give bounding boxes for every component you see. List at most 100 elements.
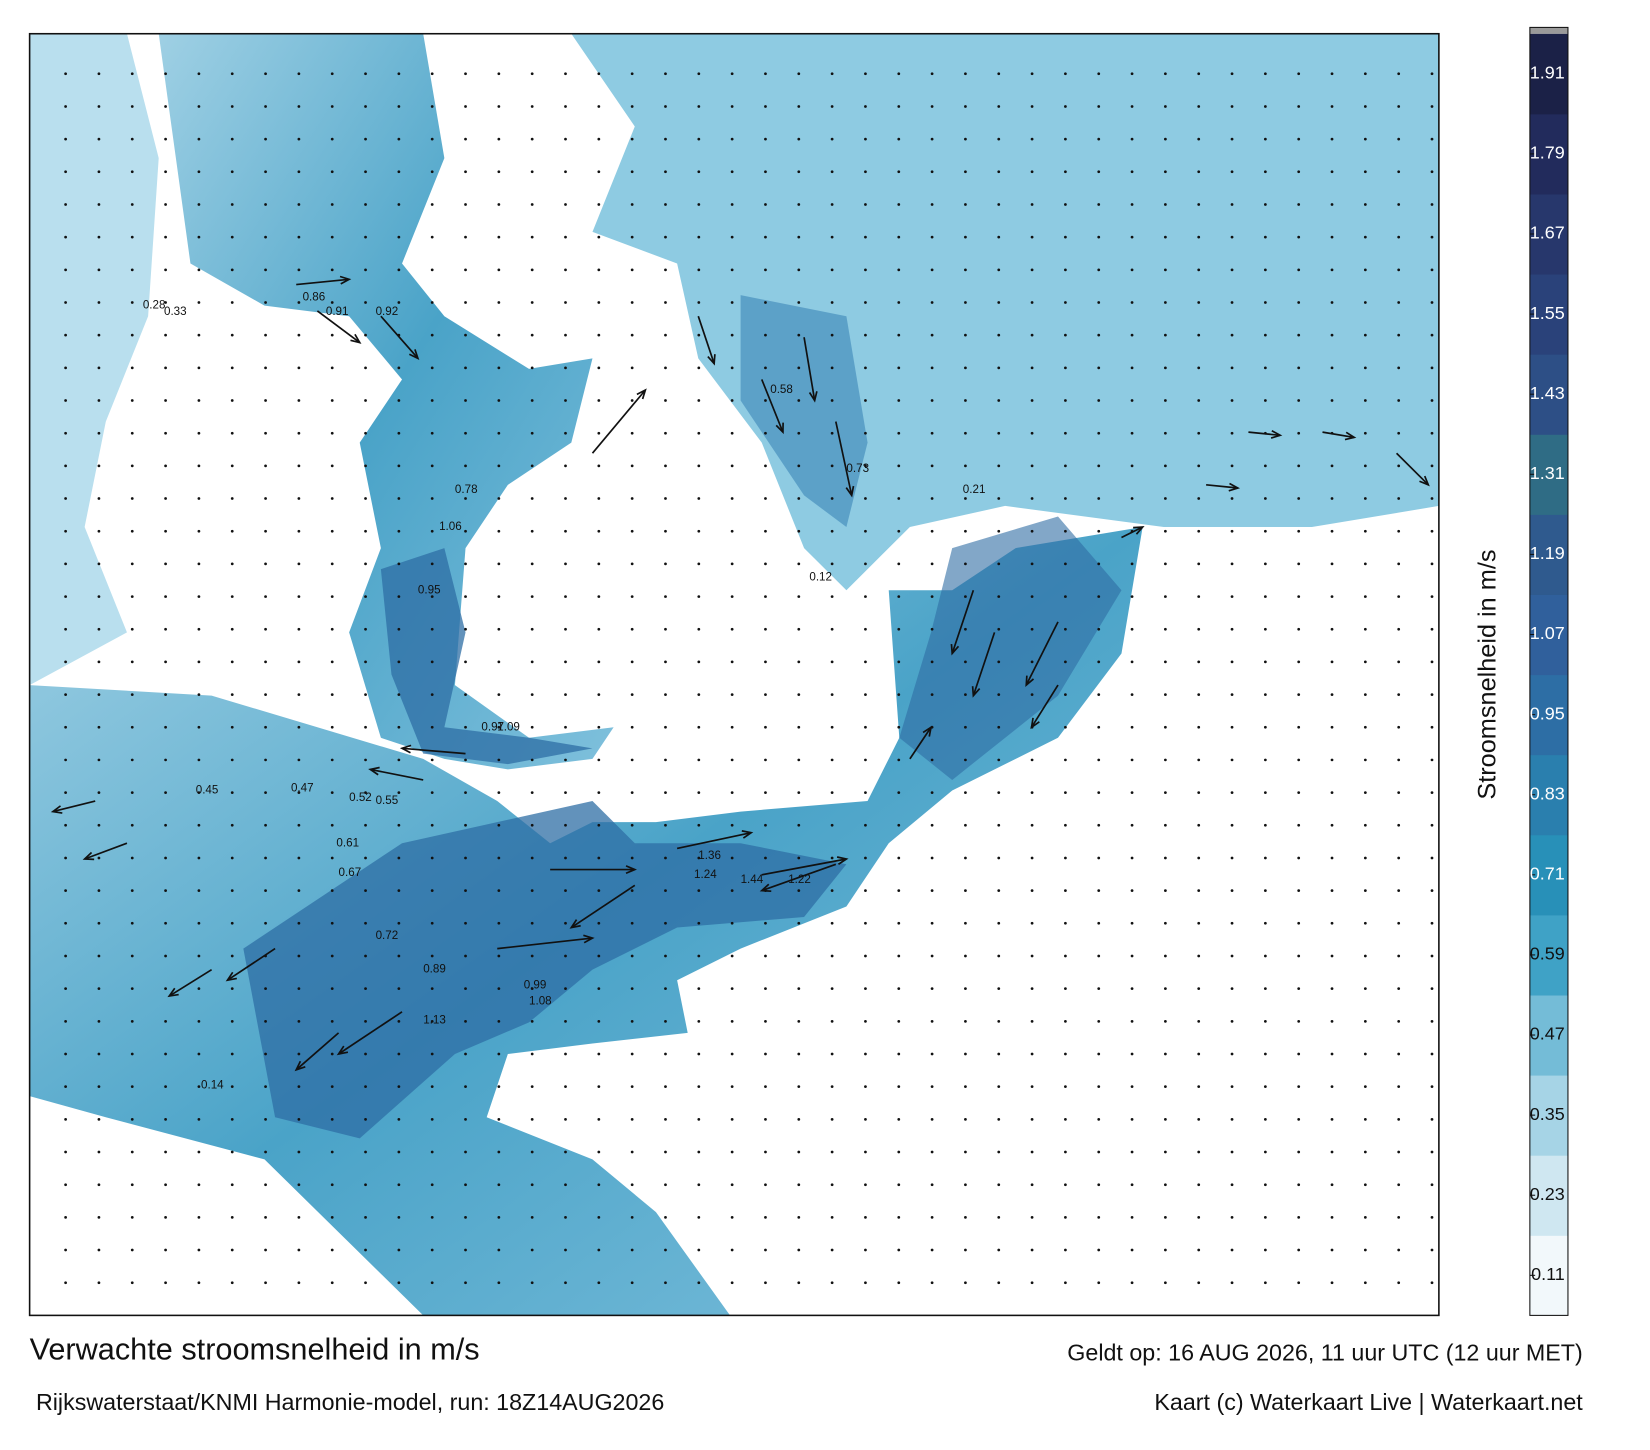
- grid-dot: [464, 758, 467, 762]
- colorbar-segment: [1529, 914, 1568, 996]
- grid-dot: [530, 235, 534, 239]
- grid-dot: [97, 627, 101, 631]
- grid-dot: [964, 235, 967, 239]
- grid-dot: [1230, 987, 1234, 991]
- grid-dot: [964, 987, 967, 991]
- grid-dot: [530, 1183, 534, 1187]
- grid-dot: [730, 660, 734, 664]
- grid-dot: [897, 431, 901, 435]
- grid-dot: [730, 366, 734, 370]
- grid-dot: [1130, 889, 1134, 893]
- grid-dot: [1297, 366, 1301, 370]
- grid-dot: [1097, 366, 1101, 370]
- grid-dot: [930, 954, 934, 958]
- grid-dot: [564, 856, 567, 860]
- grid-dot: [1097, 660, 1101, 664]
- grid-dot: [764, 1281, 767, 1285]
- grid-dot: [1164, 725, 1167, 729]
- grid-dot: [264, 660, 267, 664]
- grid-dot: [864, 431, 867, 435]
- grid-dot: [1297, 562, 1301, 566]
- grid-dot: [64, 301, 67, 304]
- grid-dot: [364, 366, 367, 370]
- grid-dot: [564, 137, 567, 141]
- grid-dot: [597, 791, 601, 794]
- grid-dot: [1230, 1248, 1234, 1252]
- grid-dot: [1130, 268, 1134, 272]
- grid-dot: [64, 562, 67, 566]
- grid-dot: [397, 1215, 401, 1219]
- grid-dot: [1197, 758, 1201, 762]
- valid-time: Geldt op: 16 AUG 2026, 11 uur UTC (12 uu…: [1067, 1340, 1582, 1366]
- grid-dot: [664, 987, 667, 991]
- grid-dot: [764, 464, 767, 468]
- grid-dot: [664, 203, 667, 206]
- colorbar-label: Stroomsnelheid in m/s: [1473, 550, 1501, 800]
- grid-dot: [130, 1019, 134, 1023]
- arrow-shaft: [168, 968, 213, 997]
- grid-dot: [430, 660, 434, 664]
- grid-dot: [1263, 758, 1267, 762]
- grid-dot: [1263, 725, 1267, 729]
- grid-dot: [830, 431, 834, 435]
- grid-dot: [730, 823, 734, 827]
- grid-dot: [964, 627, 967, 631]
- grid-dot: [830, 399, 834, 402]
- grid-dot: [897, 1019, 901, 1023]
- grid-dot: [1430, 889, 1434, 893]
- grid-dot: [364, 758, 367, 762]
- colorbar-segment: [1529, 514, 1568, 595]
- grid-dot: [564, 823, 567, 827]
- grid-dot: [197, 1281, 201, 1285]
- grid-dot: [264, 889, 267, 893]
- grid-dot: [897, 1215, 901, 1219]
- grid-dot: [1130, 823, 1134, 827]
- current-label: 0.55: [376, 794, 399, 807]
- grid-dot: [830, 889, 834, 893]
- grid-dot: [130, 595, 134, 598]
- colorbar-tick-label: 0.23: [1530, 1184, 1565, 1204]
- grid-dot: [664, 954, 667, 958]
- grid-dot: [197, 1150, 201, 1154]
- grid-dot: [1064, 791, 1067, 794]
- grid-dot: [1030, 497, 1034, 500]
- grid-dot: [1097, 1281, 1101, 1285]
- grid-dot: [1263, 1150, 1267, 1154]
- grid-dot: [797, 693, 801, 696]
- grid-dot: [964, 856, 967, 860]
- grid-dot: [64, 464, 67, 468]
- grid-dot: [997, 203, 1001, 206]
- grid-dot: [397, 235, 401, 239]
- grid-dot: [330, 301, 334, 304]
- colorbar-tick-label: 0.11: [1531, 1264, 1565, 1284]
- grid-dot: [1164, 758, 1167, 762]
- grid-dot: [864, 529, 867, 533]
- grid-dot: [797, 333, 801, 337]
- grid-dot: [397, 1052, 401, 1056]
- grid-dot: [1230, 105, 1234, 108]
- grid-dot: [1363, 987, 1367, 991]
- grid-dot: [1164, 1215, 1167, 1219]
- grid-dot: [1030, 301, 1034, 304]
- grid-dot: [597, 497, 601, 500]
- grid-dot: [397, 595, 401, 598]
- grid-dot: [264, 366, 267, 370]
- grid-dot: [1330, 725, 1334, 729]
- grid-dot: [697, 1215, 701, 1219]
- grid-dot: [1097, 399, 1101, 402]
- grid-dot: [630, 627, 634, 631]
- grid-dot: [1197, 464, 1201, 468]
- grid-dot: [930, 921, 934, 925]
- grid-dot: [1297, 856, 1301, 860]
- current-label: 0.45: [196, 784, 219, 797]
- grid-dot: [964, 1150, 967, 1154]
- grid-dot: [1297, 791, 1301, 794]
- grid-dot: [1230, 497, 1234, 500]
- grid-dot: [97, 105, 101, 108]
- arrow-head: [569, 919, 581, 929]
- grid-dot: [197, 1183, 201, 1187]
- colorbar-cap: [1529, 27, 1568, 34]
- grid-dot: [164, 954, 167, 958]
- grid-dot: [930, 856, 934, 860]
- grid-dot: [930, 1052, 934, 1056]
